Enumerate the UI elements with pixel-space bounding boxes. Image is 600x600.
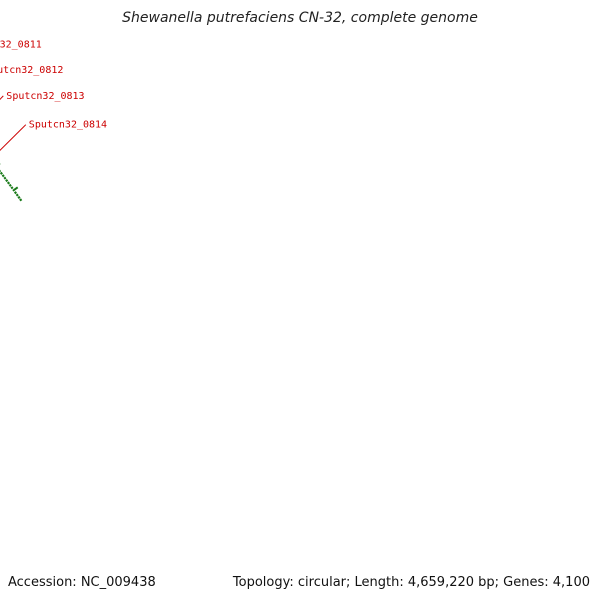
outer-ruler-minor-tick: [10, 186, 14, 190]
outer-ruler-minor-tick: [5, 179, 9, 183]
outer-ruler-minor-tick: [19, 198, 23, 202]
accession-text: Accession: NC_009438: [8, 575, 156, 590]
outer-ruler-minor-tick: [0, 171, 3, 175]
map-title: Shewanella putrefaciens CN-32, complete …: [122, 10, 478, 26]
outer-ruler-minor-tick: [17, 195, 21, 199]
gene-label-leader: [0, 124, 27, 152]
gene-label-leader: [0, 95, 4, 100]
outer-ruler-major-tick: [12, 186, 19, 192]
outer-ruler-minor-tick: [0, 169, 2, 173]
gene-label: Sputcn32_0811: [0, 39, 42, 50]
outer-ruler-minor-tick: [6, 181, 11, 185]
gene-label: Sputcn32_0812: [0, 65, 63, 76]
outer-ruler-minor-tick: [8, 183, 12, 187]
gene-label: Sputcn32_0813: [6, 91, 84, 102]
outer-ruler-minor-tick: [13, 191, 18, 195]
outer-ruler-minor-tick: [15, 193, 19, 197]
outer-ruler-minor-tick: [3, 176, 7, 180]
gene-label: Sputcn32_0814: [29, 120, 107, 131]
outer-ruler-minor-tick: [1, 174, 5, 178]
genome-stats-text: Topology: circular; Length: 4,659,220 bp…: [232, 575, 590, 590]
